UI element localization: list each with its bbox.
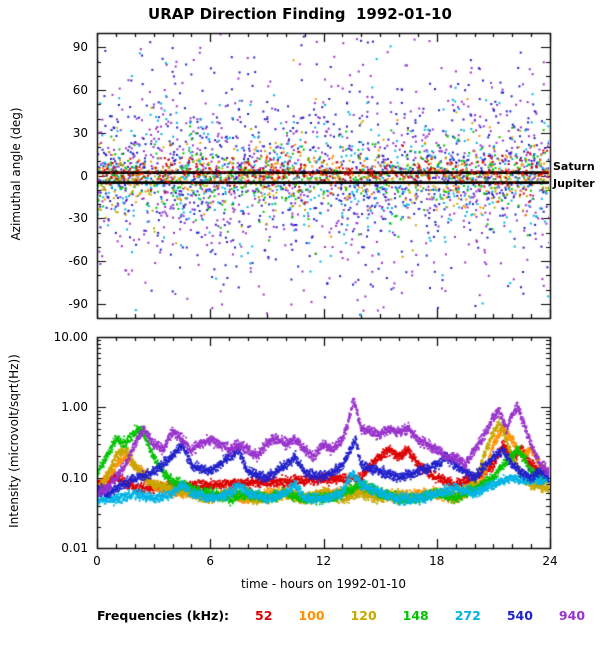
azimuth-tick-label: 30: [72, 125, 88, 140]
legend-item: 100: [298, 608, 325, 623]
reference-line-label: Saturn: [553, 159, 595, 173]
time-tick-label: 0: [93, 554, 101, 568]
intensity-tick-label: 0.10: [61, 470, 88, 485]
time-tick-label: 6: [206, 554, 215, 568]
time-axis-label: time - hours on 1992-01-10: [240, 577, 407, 591]
azimuth-tick-label: -30: [68, 211, 88, 226]
legend-item: 120: [350, 608, 377, 623]
chart-title: URAP Direction Finding 1992-01-10: [148, 5, 452, 23]
legend-item: 148: [402, 608, 429, 623]
azimuth-axis-label: Azimuthal angle (deg): [9, 107, 23, 241]
time-tick-label: 18: [429, 554, 445, 568]
intensity-tick-label: 1.00: [61, 400, 88, 415]
legend-item: 52: [255, 608, 273, 623]
intensity-tick-label: 0.01: [61, 541, 88, 555]
azimuth-tick-label: 0: [80, 168, 88, 183]
reference-line-label: Jupiter: [553, 176, 595, 190]
azimuth-tick-label: 90: [72, 40, 88, 55]
legend-item: 272: [454, 608, 481, 623]
time-tick-label: 24: [542, 554, 558, 568]
legend-title: Frequencies (kHz):: [97, 608, 230, 623]
time-tick-label: 12: [315, 554, 332, 568]
legend-item: 540: [506, 608, 533, 623]
intensity-axis-label: Intensity (microvolt/sqrt(Hz)): [7, 354, 21, 528]
azimuth-tick-label: -60: [68, 254, 88, 268]
azimuth-tick-label: 60: [72, 83, 88, 97]
intensity-tick-label: 10.00: [53, 330, 88, 344]
frequency-legend: Frequencies (kHz): 52 100 120 148 272 54…: [97, 608, 585, 623]
legend-item: 940: [558, 608, 586, 623]
azimuth-tick-label: -90: [68, 296, 88, 311]
